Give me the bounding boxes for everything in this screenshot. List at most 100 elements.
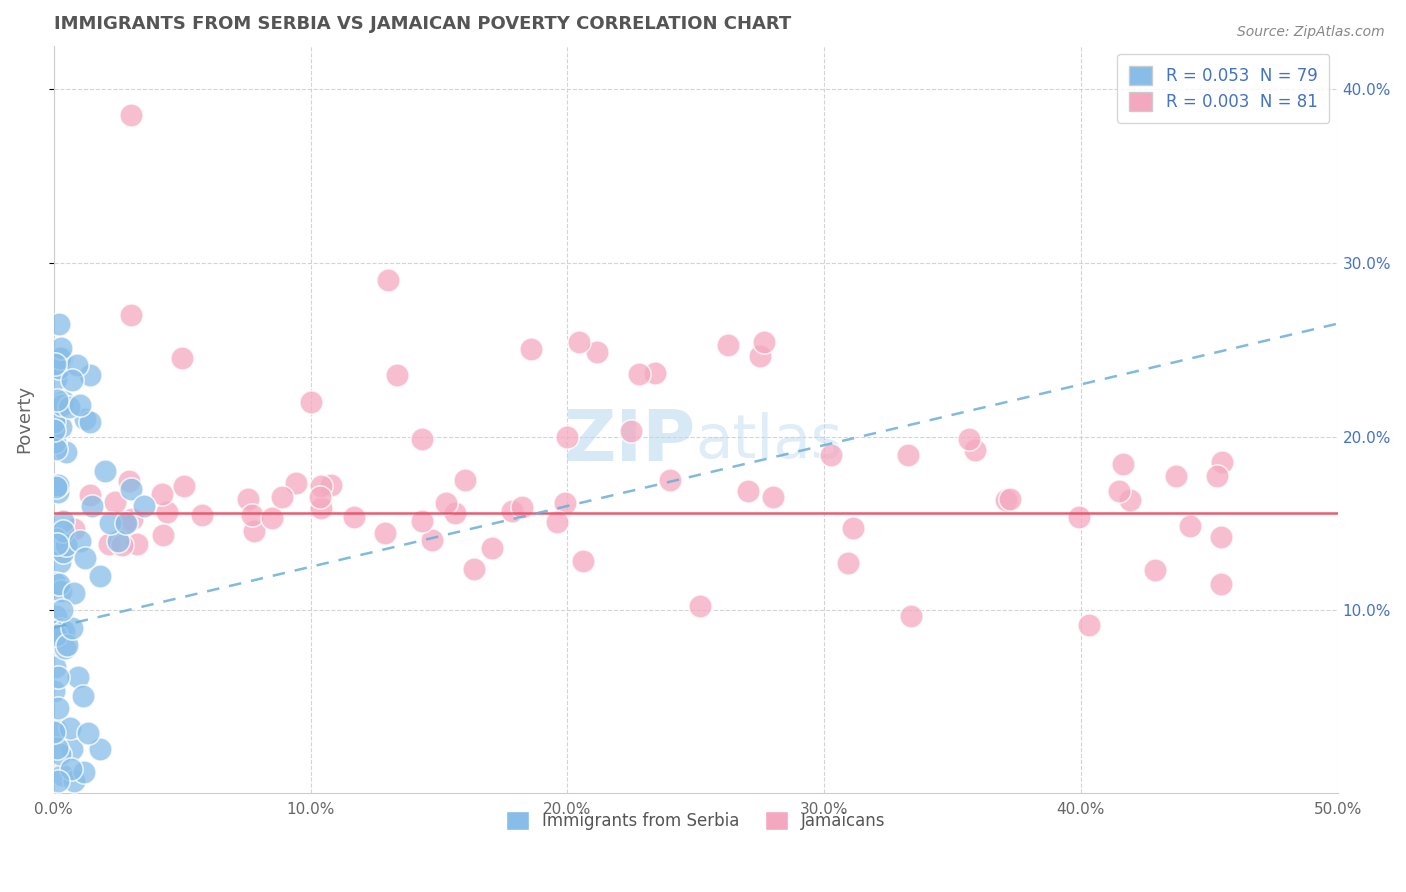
Point — [152, 486, 174, 500]
Point — [62, 523, 84, 537]
Point — [104, 495, 127, 509]
Point — [53, 641, 76, 656]
Point — [46, 484, 69, 499]
Point — [49, 556, 72, 570]
Point — [63, 774, 86, 789]
Point — [51, 622, 73, 636]
Point — [1112, 457, 1135, 471]
Point — [73, 551, 96, 566]
Point — [69, 533, 91, 548]
Text: ZIP: ZIP — [564, 407, 696, 476]
Point — [1118, 492, 1140, 507]
Point — [501, 504, 523, 518]
Point — [45, 608, 67, 623]
Point — [46, 537, 69, 551]
Point — [45, 628, 67, 642]
Point — [374, 526, 396, 541]
Point — [1069, 509, 1091, 524]
Point — [1078, 617, 1101, 632]
Point — [1144, 563, 1167, 577]
Point — [51, 603, 73, 617]
Point — [118, 475, 141, 489]
Point — [55, 538, 77, 552]
Point — [748, 349, 770, 363]
Point — [46, 478, 69, 492]
Point — [510, 500, 533, 515]
Point — [659, 473, 682, 487]
Point — [299, 394, 322, 409]
Point — [957, 432, 980, 446]
Point — [51, 420, 73, 434]
Point — [82, 499, 104, 513]
Point — [60, 742, 83, 756]
Point — [49, 584, 72, 599]
Point — [79, 368, 101, 383]
Point — [754, 335, 776, 350]
Point — [820, 449, 842, 463]
Point — [107, 533, 129, 548]
Point — [309, 500, 332, 515]
Point — [110, 538, 132, 552]
Point — [48, 360, 70, 375]
Point — [841, 521, 863, 535]
Point — [52, 514, 75, 528]
Point — [49, 351, 72, 366]
Point — [420, 533, 443, 548]
Point — [311, 479, 333, 493]
Legend: Immigrants from Serbia, Jamaicans: Immigrants from Serbia, Jamaicans — [499, 804, 893, 837]
Point — [120, 308, 142, 322]
Point — [121, 512, 143, 526]
Point — [58, 400, 80, 414]
Point — [89, 742, 111, 756]
Point — [572, 554, 595, 568]
Point — [271, 491, 294, 505]
Point — [94, 464, 117, 478]
Point — [1180, 519, 1202, 533]
Point — [243, 524, 266, 538]
Point — [46, 701, 69, 715]
Point — [79, 415, 101, 429]
Point — [120, 108, 142, 122]
Point — [46, 393, 69, 408]
Point — [52, 545, 75, 559]
Point — [568, 334, 591, 349]
Point — [66, 359, 89, 373]
Point — [69, 398, 91, 412]
Point — [1206, 469, 1229, 483]
Point — [443, 506, 465, 520]
Point — [60, 373, 83, 387]
Point — [44, 725, 66, 739]
Point — [644, 366, 666, 380]
Point — [120, 482, 142, 496]
Point — [285, 476, 308, 491]
Point — [73, 765, 96, 780]
Point — [51, 341, 73, 355]
Point — [519, 342, 541, 356]
Point — [262, 511, 284, 525]
Point — [79, 488, 101, 502]
Point — [98, 516, 121, 531]
Point — [1209, 530, 1232, 544]
Point — [44, 576, 66, 591]
Point — [44, 630, 66, 644]
Point — [1108, 483, 1130, 498]
Point — [620, 424, 643, 438]
Point — [44, 423, 66, 437]
Point — [132, 499, 155, 513]
Point — [717, 338, 740, 352]
Point — [191, 508, 214, 522]
Point — [897, 448, 920, 462]
Point — [55, 638, 77, 652]
Point — [385, 368, 408, 382]
Point — [173, 479, 195, 493]
Point — [737, 484, 759, 499]
Point — [45, 740, 67, 755]
Point — [42, 435, 65, 450]
Point — [309, 491, 332, 505]
Point — [59, 762, 82, 776]
Point — [89, 568, 111, 582]
Point — [52, 394, 75, 409]
Point — [48, 317, 70, 331]
Point — [762, 491, 785, 505]
Point — [481, 541, 503, 555]
